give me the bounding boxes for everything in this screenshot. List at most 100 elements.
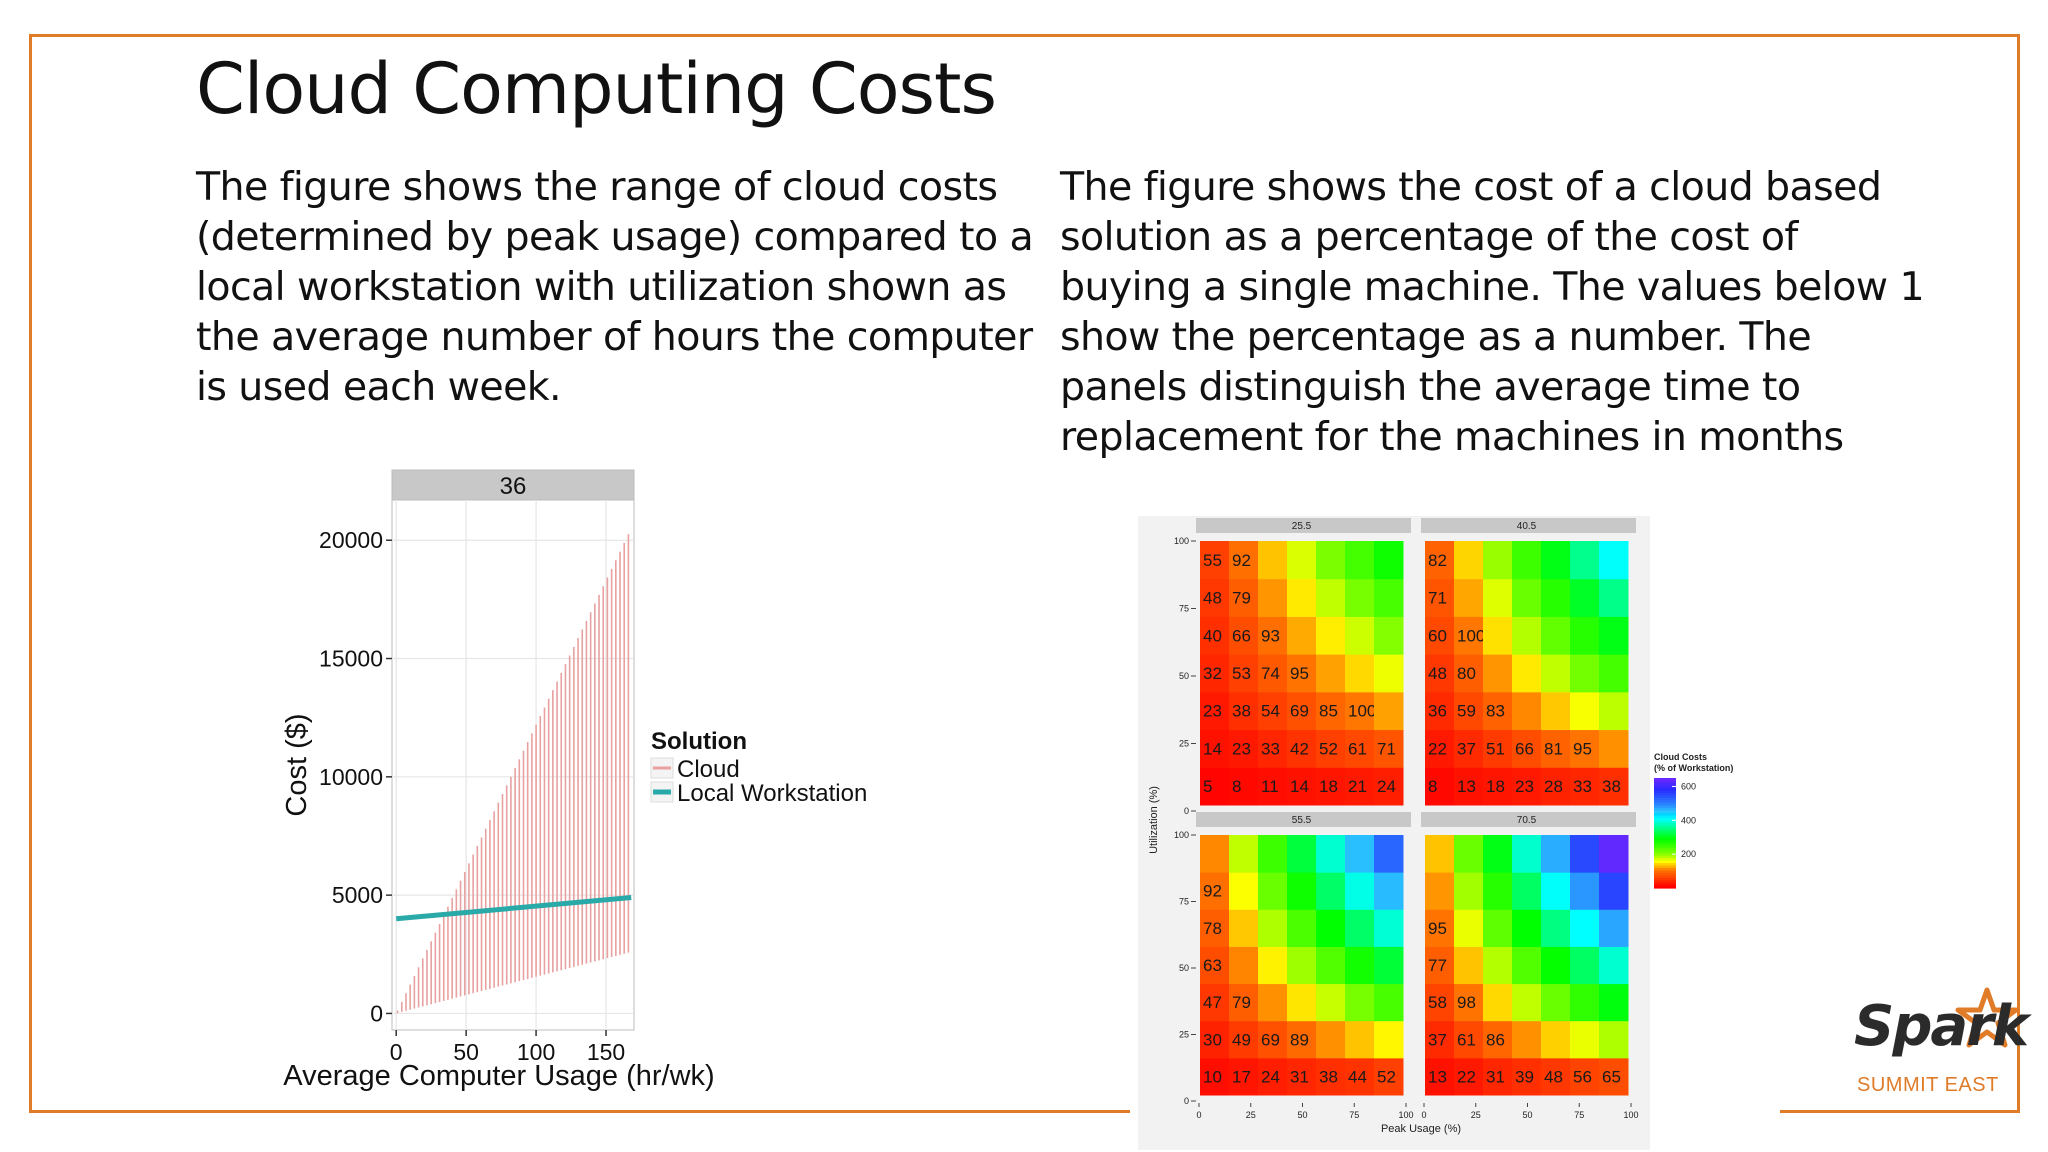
y-tick-label: 0 [370, 1000, 383, 1026]
cell-label: 54 [1261, 702, 1280, 721]
heatmap-cell [1258, 909, 1288, 947]
heatmap-cell [1541, 691, 1571, 731]
heatmap-cell [1374, 767, 1404, 806]
heatmap-cell [1425, 946, 1455, 985]
heatmap-cell [1541, 767, 1571, 806]
legend-colorbar-segment [1654, 790, 1676, 794]
right-description-line: The figure shows the cost of a cloud bas… [1060, 164, 1882, 210]
legend-colorbar-segment [1654, 788, 1676, 792]
x-tick-label: 25 [1246, 1110, 1256, 1120]
heatmap-cell [1345, 946, 1375, 985]
facet-strip [1421, 518, 1636, 533]
heatmap-cell [1200, 946, 1230, 985]
cell-label: 61 [1348, 739, 1367, 758]
heatmap-cell [1570, 983, 1600, 1022]
cell-label: 48 [1203, 589, 1222, 608]
local-workstation-line [395, 895, 632, 922]
cell-label: 28 [1544, 777, 1563, 796]
heatmap-cell [1541, 983, 1571, 1022]
spark-summit-logo: Spark SUMMIT EAST [1852, 987, 2029, 1098]
legend-colorbar-segment [1654, 835, 1676, 839]
cell-label: 92 [1232, 551, 1251, 570]
facet-strip [1196, 518, 1411, 533]
heatmap-cell [1599, 654, 1629, 693]
heatmap-cell [1425, 616, 1455, 655]
cell-label: 66 [1515, 739, 1534, 758]
heatmap-cell [1345, 1057, 1375, 1096]
heatmap-cell [1374, 541, 1404, 580]
cell-label: 44 [1348, 1067, 1367, 1086]
right-description-line: buying a single machine. The values belo… [1060, 264, 1925, 310]
y-tick-label: 50 [1179, 671, 1189, 681]
left-description-line: is used each week. [196, 364, 562, 410]
heatmap-cell [1258, 616, 1288, 655]
cell-label: 13 [1428, 1067, 1447, 1086]
cell-label: 38 [1602, 777, 1621, 796]
cell-label: 92 [1203, 882, 1222, 901]
legend-colorbar-segment [1654, 885, 1676, 889]
cell-label: 79 [1232, 993, 1251, 1012]
heatmap-cell [1258, 835, 1288, 873]
left-description-line: The figure shows the range of cloud cost… [196, 164, 998, 210]
x-axis-title: Average Computer Usage (hr/wk) [283, 1060, 714, 1092]
heatmap-cell [1200, 835, 1230, 873]
y-axis-title: Utilization (%) [1148, 786, 1160, 854]
legend-colorbar-segment [1654, 780, 1676, 784]
legend-colorbar-segment [1654, 800, 1676, 804]
heatmap-cell [1287, 946, 1317, 985]
heatmap-cell [1374, 872, 1404, 910]
heatmap-cell [1599, 909, 1629, 947]
logo-wordmark: Spark [1854, 994, 2029, 1059]
heatmap-cell [1345, 1020, 1375, 1059]
cell-label: 71 [1428, 589, 1447, 608]
left-description-line: the average number of hours the computer [196, 314, 1033, 360]
heatmap-cell [1570, 872, 1600, 910]
cell-label: 24 [1377, 777, 1396, 796]
cell-label: 55 [1203, 551, 1222, 570]
heatmap-cell [1425, 691, 1455, 731]
heatmap-cell [1258, 1020, 1288, 1059]
cell-label: 47 [1203, 993, 1222, 1012]
heatmap-cell [1599, 616, 1629, 655]
heatmap-cell [1425, 729, 1455, 768]
heatmap-cell [1541, 872, 1571, 910]
heatmap-cell [1570, 835, 1600, 873]
heatmap-cell [1229, 1020, 1259, 1059]
cell-label: 59 [1457, 702, 1476, 721]
heatmap-cell [1316, 767, 1346, 806]
cell-label: 33 [1573, 777, 1592, 796]
heatmap-cell [1541, 616, 1571, 655]
cell-label: 52 [1377, 1067, 1396, 1086]
heatmap-cell [1483, 983, 1513, 1022]
heatmap-cell [1200, 541, 1230, 580]
heatmap-cell [1229, 616, 1259, 655]
heatmap-cell [1541, 578, 1571, 617]
heatmap-cell [1316, 729, 1346, 768]
heatmap-cell [1599, 1057, 1629, 1096]
heatmap-cell [1599, 946, 1629, 985]
y-tick-label: 0 [1184, 1096, 1189, 1106]
legend-colorbar-segment [1654, 830, 1676, 834]
heatmap-cell [1541, 946, 1571, 985]
x-tick-label: 0 [390, 1039, 403, 1065]
heatmap-cell [1200, 729, 1230, 768]
cell-label: 77 [1428, 956, 1447, 975]
heatmap-cell [1316, 691, 1346, 731]
cell-label: 22 [1457, 1067, 1476, 1086]
heatmap-cell [1541, 835, 1571, 873]
heatmap-cell [1454, 1020, 1484, 1059]
heatmap-cell [1287, 541, 1317, 580]
heatmap-cell [1483, 872, 1513, 910]
cell-label: 49 [1232, 1030, 1251, 1049]
cell-label: 36 [1428, 702, 1447, 721]
facet-label: 70.5 [1517, 815, 1537, 826]
heatmap-cell [1258, 729, 1288, 768]
heatmap-cell [1512, 729, 1542, 768]
heatmap-cell [1374, 616, 1404, 655]
legend-colorbar-segment [1654, 793, 1676, 797]
heatmap-cell [1200, 909, 1230, 947]
heatmap-cell [1258, 946, 1288, 985]
legend-colorbar-segment [1654, 813, 1676, 817]
heatmap-cell [1229, 946, 1259, 985]
x-tick-label: 100 [1623, 1110, 1638, 1120]
